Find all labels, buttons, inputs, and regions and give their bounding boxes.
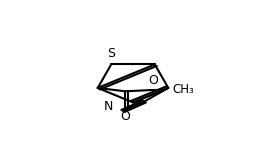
Text: CH₃: CH₃ [172,83,194,97]
Text: O: O [148,74,158,87]
Text: S: S [107,47,115,60]
Text: O: O [120,110,130,123]
Text: N: N [103,100,113,113]
